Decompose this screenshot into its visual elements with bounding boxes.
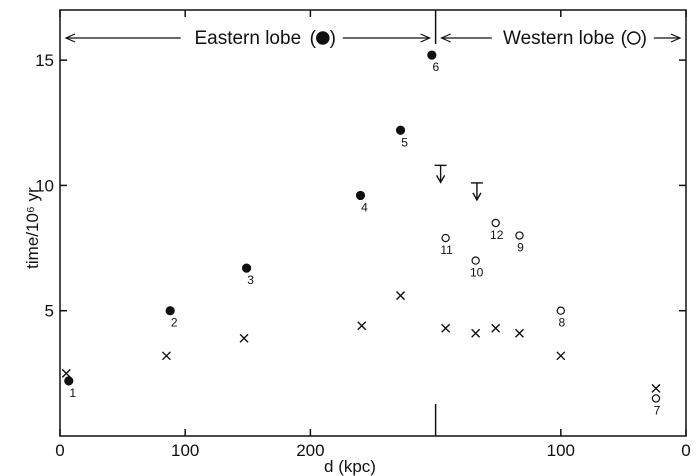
point-number-label: 6 — [433, 60, 440, 74]
lobe-paren-close: ) — [330, 28, 336, 49]
y-axis-label: time/10⁶ yr — [23, 187, 42, 269]
lobe-arrowhead-left — [440, 33, 451, 43]
point-number-label: 8 — [558, 316, 565, 330]
data-point-eastern — [64, 376, 74, 386]
data-point-cross — [471, 328, 481, 338]
lobe-paren-open: ( — [310, 28, 317, 49]
data-point-cross — [396, 291, 406, 301]
upper-limit-arrowhead — [472, 192, 482, 202]
data-point-eastern — [241, 263, 252, 273]
x-tick-label: 0 — [55, 441, 64, 460]
y-tick-label: 10 — [35, 176, 54, 195]
lobe-arrowhead-right — [420, 33, 432, 43]
lobe-paren-close: ) — [641, 28, 647, 49]
point-number-label: 1 — [69, 386, 76, 400]
lobe-marker-filled-circle — [316, 31, 330, 45]
point-number-label: 10 — [470, 266, 484, 280]
point-number-label: 9 — [517, 241, 524, 255]
lobe-paren-open: ( — [621, 28, 628, 49]
data-point-western — [515, 231, 524, 240]
point-number-label: 7 — [654, 403, 661, 417]
point-number-label: 12 — [490, 228, 504, 242]
data-point-western — [491, 218, 500, 228]
data-point-eastern — [395, 125, 406, 135]
lobe-arrowhead-right — [670, 33, 682, 43]
point-number-label: 3 — [247, 273, 254, 287]
y-tick-label: 5 — [45, 302, 54, 321]
data-point-cross — [357, 321, 367, 331]
plot-frame — [59, 9, 687, 437]
data-point-cross — [61, 368, 71, 378]
data-point-cross — [514, 328, 524, 338]
point-number-label: 2 — [171, 316, 178, 330]
lobe-marker-open-circle — [627, 31, 641, 45]
lobe-label-western: Western lobe — [503, 28, 615, 49]
data-point-cross — [491, 323, 501, 333]
data-point-cross — [556, 351, 566, 361]
lobe-arrowhead-left — [64, 33, 76, 43]
lobe-label-eastern: Eastern lobe — [194, 28, 301, 49]
data-point-cross — [239, 333, 249, 343]
data-point-cross — [651, 383, 661, 393]
plot-border — [59, 9, 687, 437]
point-number-label: 4 — [361, 200, 368, 214]
data-point-western — [556, 306, 566, 315]
data-point-western — [651, 394, 661, 403]
x-axis-label: d (kpc) — [324, 457, 376, 476]
point-number-label: 5 — [401, 135, 408, 149]
data-point-cross — [441, 323, 451, 333]
upper-limit-arrowhead — [436, 175, 446, 184]
data-point-western — [471, 256, 480, 265]
y-tick-label: 15 — [35, 51, 54, 70]
x-tick-label: 100 — [171, 441, 199, 460]
x-tick-label: 0 — [681, 441, 690, 460]
data-point-eastern — [427, 50, 437, 60]
x-tick-label: 200 — [296, 441, 324, 460]
point-number-label: 11 — [440, 243, 453, 257]
x-tick-label: 100 — [547, 441, 575, 460]
data-point-cross — [161, 351, 171, 361]
data-point-eastern — [355, 190, 366, 201]
lobe-annotations: Eastern lobe () Western lobe () — [64, 28, 682, 49]
data-point-western — [441, 233, 450, 243]
data-point-eastern — [165, 306, 175, 316]
